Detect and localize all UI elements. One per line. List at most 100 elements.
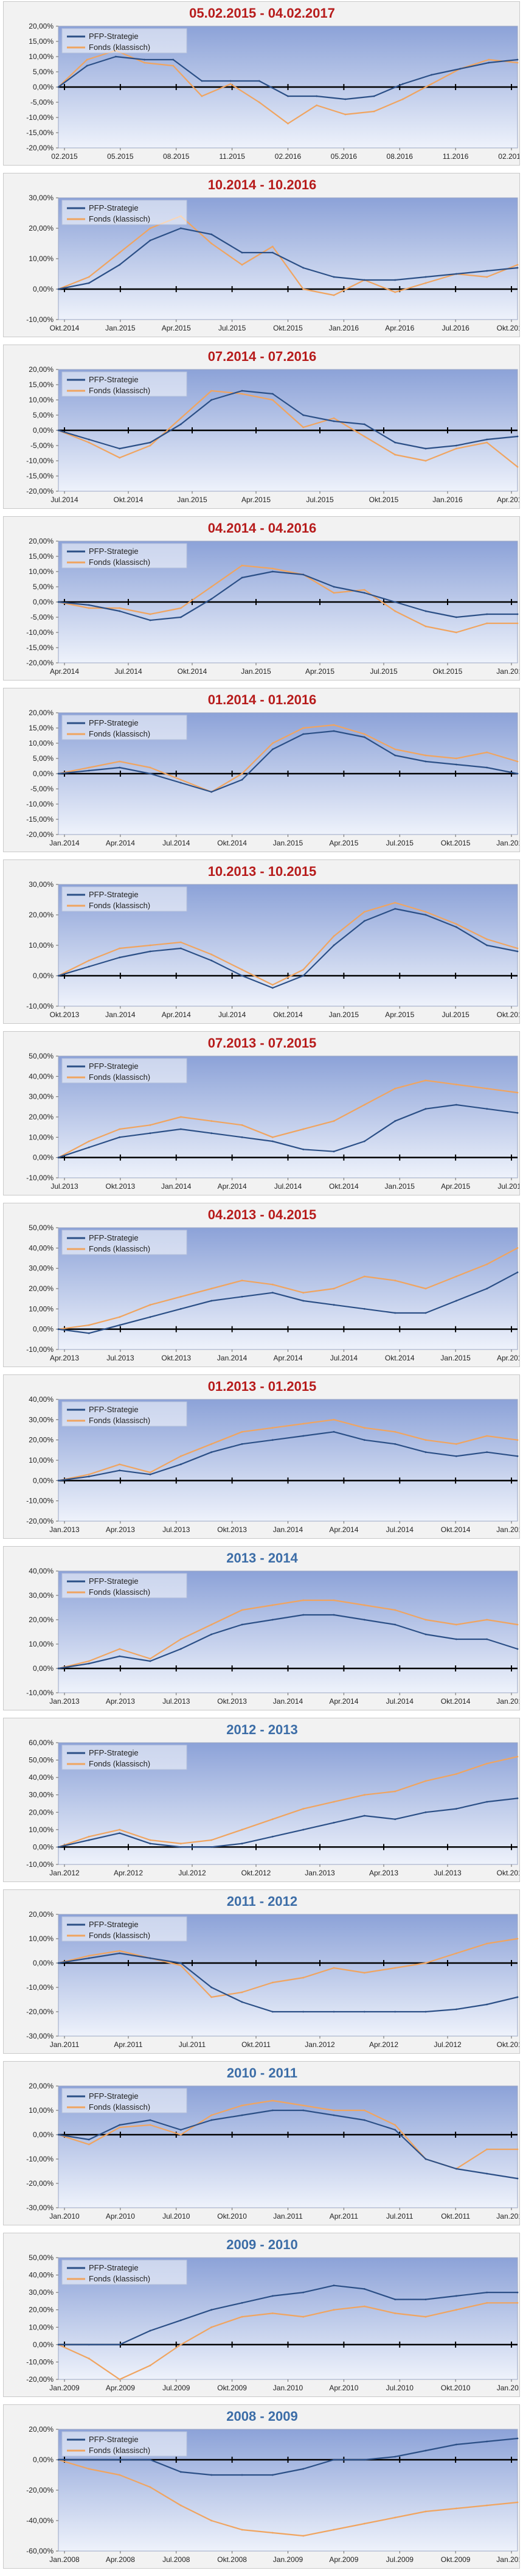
- data-point: [302, 288, 305, 290]
- y-tick-label: 30,00%: [29, 2288, 54, 2297]
- y-tick-label: 10,00%: [29, 1825, 54, 1834]
- data-point: [271, 1439, 274, 1441]
- data-point: [516, 2291, 519, 2294]
- data-point: [333, 2529, 335, 2531]
- data-point: [394, 1279, 397, 1282]
- data-point: [333, 724, 335, 726]
- chart-title: 01.2013 - 01.2015: [208, 1379, 317, 1394]
- x-tick-label: 08.2015: [163, 152, 190, 161]
- series-line-fonds-klassisch: [58, 1419, 518, 1482]
- legend-box: [61, 2088, 187, 2113]
- data-point: [179, 227, 182, 229]
- x-tick-label: Jul.2013: [162, 1525, 190, 1534]
- legend: PFP-Strategie Fonds (klassisch): [61, 371, 187, 397]
- legend-label: PFP-Strategie: [89, 2091, 139, 2101]
- x-tick-label: 05.2016: [331, 152, 358, 161]
- data-point: [149, 2486, 151, 2488]
- x-tick-label: Jul.2014: [330, 1354, 358, 1362]
- legend-box: [61, 1916, 187, 1942]
- data-point: [486, 1087, 488, 1090]
- data-point: [516, 267, 519, 269]
- data-point: [119, 760, 121, 763]
- data-point: [424, 1079, 427, 1082]
- data-point: [333, 2309, 335, 2311]
- data-point: [424, 1619, 427, 1621]
- data-point: [424, 625, 427, 628]
- series-line-fonds-klassisch: [58, 901, 518, 986]
- data-point: [241, 390, 243, 392]
- data-point: [179, 616, 182, 618]
- data-point: [516, 2501, 519, 2504]
- data-point: [179, 779, 182, 781]
- data-point: [149, 2364, 151, 2367]
- data-point: [424, 2510, 427, 2513]
- chart-panel: 05.02.2015 - 04.02.2017 20,00% 15,00% 10,00…: [3, 1, 520, 166]
- chart-svg: 07.2013 - 07.2015 50,00% 40,00% 30,00% 20,00…: [26, 1035, 519, 1191]
- data-point: [241, 772, 243, 775]
- data-point: [88, 1140, 90, 1143]
- x-tick-label: Apr.2012: [369, 2040, 398, 2049]
- data-point: [373, 110, 375, 113]
- y-tick-label: 20,00%: [29, 911, 54, 919]
- data-point: [394, 2312, 397, 2314]
- legend: PFP-Strategie Fonds (klassisch): [61, 200, 187, 225]
- data-point: [287, 122, 289, 125]
- data-point: [271, 567, 274, 570]
- legend-label: PFP-Strategie: [89, 1577, 139, 1586]
- data-point: [302, 2291, 305, 2294]
- y-tick-label: -10,00%: [26, 1860, 54, 1869]
- data-point: [455, 1104, 457, 1106]
- x-tick-label: Apr.2015: [329, 839, 358, 847]
- y-tick-label: -10,00%: [26, 1345, 54, 1354]
- x-tick-label: Jul.2012: [178, 1869, 206, 1877]
- legend-label: Fonds (klassisch): [89, 1416, 150, 1425]
- data-point: [119, 251, 121, 254]
- x-tick-label: Jan.2016: [496, 667, 519, 676]
- data-point: [302, 1976, 305, 1979]
- x-tick-label: Okt.2013: [497, 1869, 519, 1877]
- legend: PFP-Strategie Fonds (klassisch): [61, 886, 187, 912]
- y-tick-label: -10,00%: [26, 113, 54, 122]
- data-point: [486, 2301, 488, 2304]
- y-tick-label: 20,00%: [29, 224, 54, 233]
- data-point: [302, 2104, 305, 2107]
- x-tick-label: Okt.2012: [241, 1869, 271, 1877]
- data-point: [488, 58, 490, 61]
- data-point: [88, 604, 90, 606]
- x-tick-label: Jan.2010: [496, 2555, 519, 2564]
- data-point: [271, 748, 274, 751]
- data-point: [455, 1952, 457, 1955]
- data-point: [179, 2343, 182, 2346]
- x-tick-label: Jan.2012: [496, 2212, 519, 2221]
- data-point: [394, 1609, 397, 1611]
- data-point: [241, 779, 243, 781]
- chart-svg: 04.2013 - 04.2015 50,00% 40,00% 30,00% 20,00…: [26, 1207, 519, 1362]
- data-point: [271, 2295, 274, 2297]
- data-point: [302, 2011, 305, 2013]
- data-point: [516, 947, 519, 950]
- data-point: [333, 2109, 335, 2112]
- data-point: [486, 622, 488, 625]
- data-point: [394, 754, 397, 757]
- chart-title: 2009 - 2010: [226, 2237, 297, 2252]
- x-tick-label: Jan.2013: [49, 1697, 80, 1706]
- chart-panel: 2012 - 2013 60,00% 50,00% 40,00% 30,00% 20,00…: [3, 1718, 520, 1882]
- chart-title: 2008 - 2009: [226, 2409, 297, 2424]
- y-tick-label: 40,00%: [29, 1244, 54, 1252]
- y-tick-label: 50,00%: [29, 1756, 54, 1765]
- data-point: [241, 264, 243, 266]
- data-point: [119, 766, 121, 769]
- x-tick-label: Okt.2008: [217, 2555, 247, 2564]
- data-point: [455, 2309, 457, 2311]
- data-point: [302, 1599, 305, 1601]
- x-tick-label: Jan.2014: [273, 1525, 303, 1534]
- data-point: [302, 2468, 305, 2470]
- x-tick-label: Jan.2013: [49, 1525, 80, 1534]
- data-point: [302, 727, 305, 729]
- data-point: [57, 1157, 60, 1159]
- data-point: [486, 2003, 488, 2006]
- data-point: [57, 1479, 60, 1482]
- data-point: [88, 769, 90, 772]
- x-tick-label: Apr.2012: [114, 1869, 143, 1877]
- data-point: [363, 2522, 365, 2525]
